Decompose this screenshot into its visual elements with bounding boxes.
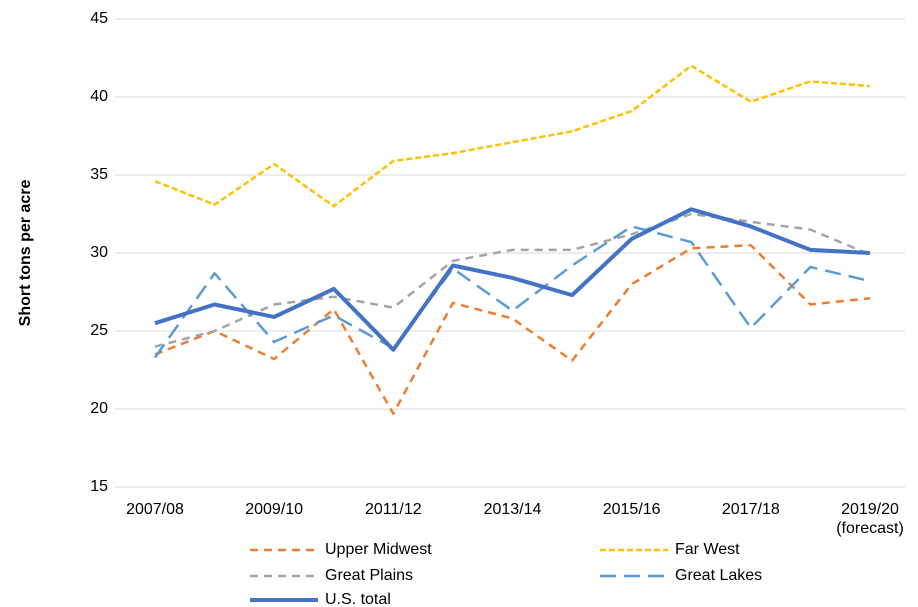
series-line: [153, 225, 871, 359]
legend-label: Great Lakes: [675, 567, 762, 584]
x-tick-label: 2007/08: [126, 501, 184, 518]
series-line: [154, 212, 871, 348]
x-tick-label: 2009/10: [245, 501, 304, 518]
y-tick-label: 40: [90, 88, 108, 105]
y-tick-label: 45: [90, 10, 108, 27]
series-line: [154, 64, 871, 208]
legend-label: Upper Midwest: [325, 541, 432, 558]
x-tick-label: 2017/18: [721, 501, 780, 518]
x-tick-label: 2013/14: [483, 501, 542, 518]
y-tick-label: 20: [90, 400, 108, 417]
y-tick-label: 35: [90, 166, 108, 183]
legend-label: U.S. total: [325, 591, 391, 607]
y-tick-label: 30: [90, 244, 108, 261]
x-tick-label: 2019/20 (forecast): [836, 501, 904, 537]
y-tick-label: 25: [90, 322, 108, 339]
y-tick-label: 15: [90, 478, 108, 495]
series-line: [154, 207, 871, 352]
x-tick-label: 2015/16: [602, 501, 661, 518]
series-line: [154, 243, 871, 415]
legend-label: Far West: [675, 541, 740, 558]
y-axis-title: Short tons per acre: [17, 180, 34, 327]
x-tick-label: 2011/12: [365, 501, 422, 518]
legend-label: Great Plains: [325, 567, 413, 584]
